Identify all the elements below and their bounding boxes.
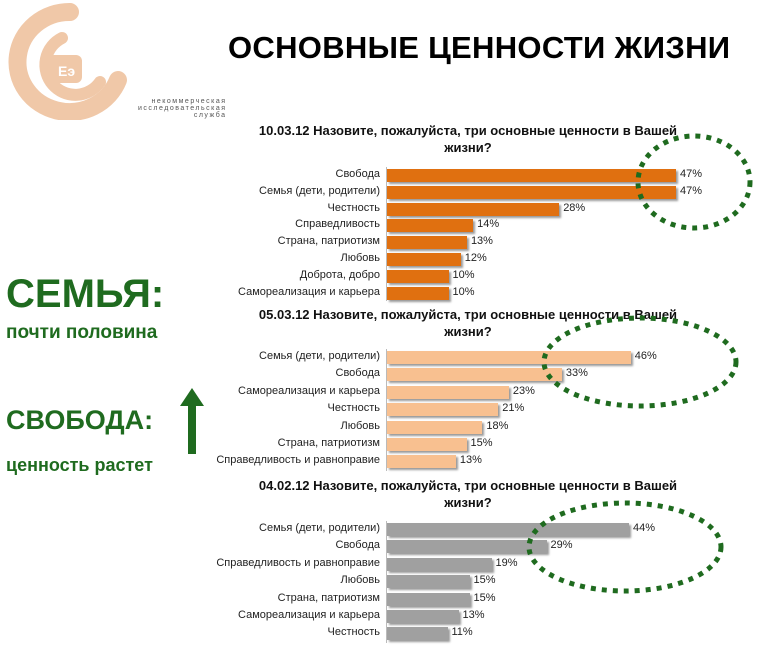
category-label: Страна, патриотизм xyxy=(277,437,380,449)
side-sub-family: почти половина xyxy=(6,322,158,343)
axis-line xyxy=(386,521,387,643)
bar xyxy=(387,351,631,364)
chart-title: 04.02.12 Назовите, пожалуйста, три основ… xyxy=(258,478,678,510)
data-label: 21% xyxy=(502,402,525,415)
data-label: 18% xyxy=(486,419,509,432)
category-label: Страна, патриотизм xyxy=(277,235,380,248)
category-label: Любовь xyxy=(340,419,380,432)
bar xyxy=(387,219,474,233)
bar xyxy=(387,540,547,554)
category-label: Семья (дети, родители) xyxy=(259,184,380,197)
category-label: Самореализация и карьера xyxy=(238,285,380,298)
svg-text:Еэ: Еэ xyxy=(58,63,75,79)
category-label: Свобода xyxy=(335,367,381,380)
category-label: Семья (дети, родители) xyxy=(259,522,380,534)
data-label: 14% xyxy=(477,218,500,231)
category-label: Любовь xyxy=(340,574,380,587)
bar xyxy=(387,420,483,434)
bar xyxy=(387,523,629,536)
data-label: 15% xyxy=(473,574,496,587)
category-label: Честность xyxy=(327,626,380,639)
bar xyxy=(387,557,492,571)
data-label: 19% xyxy=(495,556,518,569)
category-label: Свобода xyxy=(335,168,381,180)
category-label: Справедливость xyxy=(295,218,380,231)
data-label: 13% xyxy=(470,235,493,248)
arrow-up-icon xyxy=(180,388,204,454)
bar xyxy=(387,169,677,182)
chart-title: 10.03.12 Назовите, пожалуйста, три основ… xyxy=(258,123,678,155)
data-label: 11% xyxy=(451,626,473,639)
data-label: 47% xyxy=(680,168,703,180)
data-label: 15% xyxy=(470,437,493,449)
side-sub-freedom: ценность растет xyxy=(6,455,153,475)
bar xyxy=(387,610,459,623)
bar xyxy=(387,236,467,250)
bar xyxy=(387,385,509,399)
category-label: Справедливость и равноправие xyxy=(216,454,380,467)
data-label: 13% xyxy=(459,454,482,467)
bar xyxy=(387,627,448,641)
bar xyxy=(387,438,467,451)
bar xyxy=(387,403,499,417)
category-label: Справедливость и равноправие xyxy=(216,556,380,569)
bar xyxy=(387,253,461,266)
chart-title: 05.03.12 Назовите, пожалуйста, три основ… xyxy=(258,307,678,339)
data-label: 13% xyxy=(462,609,485,621)
data-label: 28% xyxy=(563,201,586,214)
category-label: Самореализация и карьера xyxy=(238,609,380,621)
axis-line xyxy=(386,349,387,471)
category-label: Самореализация и карьера xyxy=(238,384,380,397)
bar xyxy=(387,185,677,199)
data-label: 47% xyxy=(680,184,703,197)
data-label: 10% xyxy=(452,285,475,298)
category-label: Доброта, добро xyxy=(299,268,380,281)
data-label: 15% xyxy=(473,591,496,604)
data-label: 44% xyxy=(633,522,656,534)
page-title: ОСНОВНЫЕ ЦЕННОСТИ ЖИЗНИ xyxy=(228,30,731,65)
side-heading-freedom: СВОБОДА: xyxy=(6,405,154,435)
category-label: Любовь xyxy=(340,252,380,264)
data-label: 46% xyxy=(634,350,657,362)
logo: Еэ xyxy=(8,2,127,120)
category-label: Свобода xyxy=(335,539,381,552)
category-label: Честность xyxy=(327,402,380,415)
data-label: 29% xyxy=(550,539,573,552)
data-label: 12% xyxy=(464,252,487,264)
bar xyxy=(387,286,449,300)
bar xyxy=(387,368,562,382)
bar xyxy=(387,592,470,606)
logo-text: некоммерческая исследовательская служба xyxy=(138,98,227,119)
axis-line xyxy=(386,167,387,302)
bar xyxy=(387,575,470,589)
category-label: Честность xyxy=(327,201,380,214)
bar xyxy=(387,202,560,216)
data-label: 33% xyxy=(565,367,588,380)
data-label: 10% xyxy=(452,268,475,281)
data-label: 23% xyxy=(512,384,535,397)
bar xyxy=(387,269,449,283)
side-heading-family: СЕМЬЯ: xyxy=(6,272,165,316)
bar xyxy=(387,455,456,469)
category-label: Страна, патриотизм xyxy=(277,591,380,604)
category-label: Семья (дети, родители) xyxy=(259,350,380,362)
